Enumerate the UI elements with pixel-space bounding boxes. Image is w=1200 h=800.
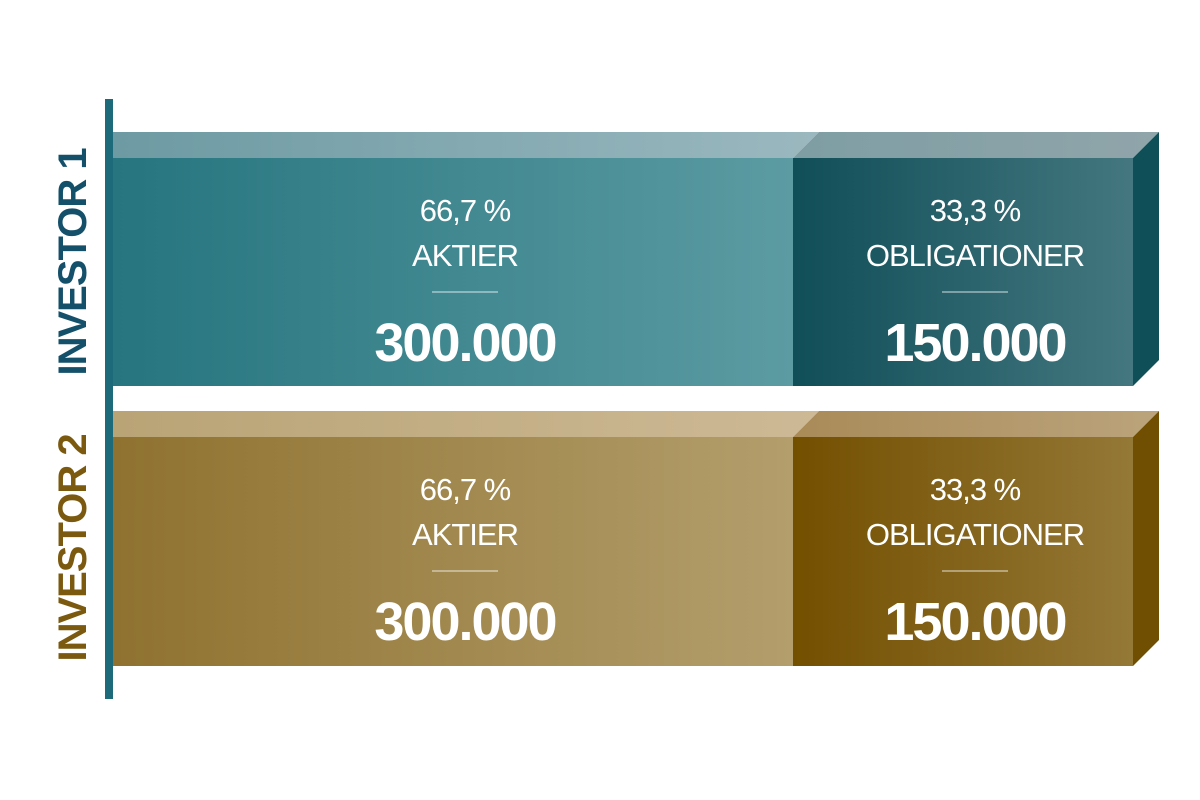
bar-top-investor-2-obligationer	[793, 411, 1159, 437]
percent-label-investor-1-obligationer: 33,3 %	[930, 193, 1021, 228]
bar-top-investor-1-obligationer	[793, 132, 1159, 158]
bar-side-investor-2	[1133, 411, 1159, 666]
percent-label-investor-2-aktier: 66,7 %	[420, 472, 511, 507]
bar-investor-1-aktier	[113, 158, 793, 386]
value-label-investor-2-obligationer: 150.000	[884, 592, 1065, 652]
bar-investor-1-obligationer	[793, 158, 1133, 386]
bar-top-investor-2-aktier	[113, 411, 819, 437]
percent-label-investor-2-obligationer: 33,3 %	[930, 472, 1021, 507]
bar-top-investor-1-aktier	[113, 132, 819, 158]
bar-investor-2-aktier	[113, 437, 793, 666]
series-label-investor-1-obligationer: OBLIGATIONER	[866, 238, 1084, 273]
bar-investor-2-obligationer	[793, 437, 1133, 666]
series-label-investor-2-obligationer: OBLIGATIONER	[866, 517, 1084, 552]
value-label-investor-1-aktier: 300.000	[374, 313, 555, 373]
value-label-investor-1-obligationer: 150.000	[884, 313, 1065, 373]
bar-side-investor-1	[1133, 132, 1159, 386]
series-label-investor-1-aktier: AKTIER	[412, 238, 518, 273]
category-axis-line	[105, 99, 113, 699]
series-label-investor-2-aktier: AKTIER	[412, 517, 518, 552]
category-label-investor-1: INVESTOR 1	[51, 148, 95, 376]
category-label-investor-2: INVESTOR 2	[51, 434, 95, 661]
value-label-investor-2-aktier: 300.000	[374, 592, 555, 652]
bars-group: 66,7 % AKTIER 300.000 33,3 % OBLIGATIONER 150…	[113, 132, 1159, 666]
percent-label-investor-1-aktier: 66,7 %	[420, 193, 511, 228]
